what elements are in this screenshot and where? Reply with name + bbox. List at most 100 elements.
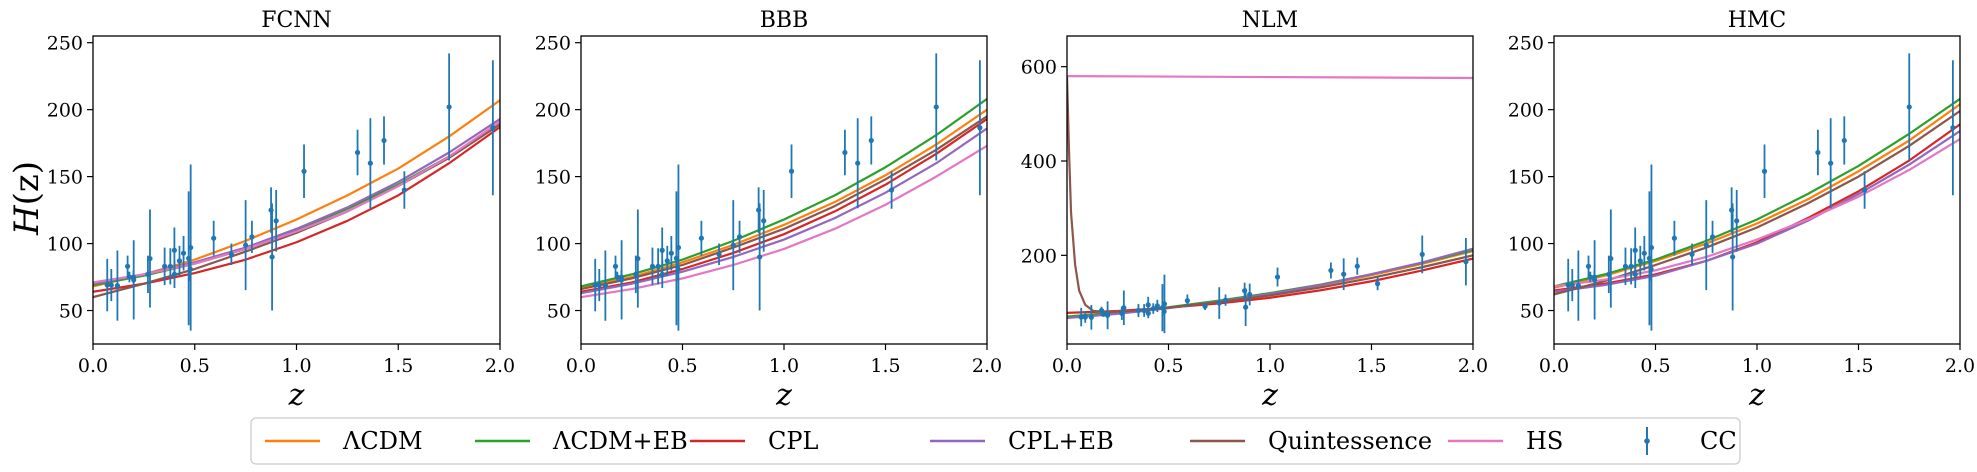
cc-data-point [490, 60, 496, 196]
cc-data-point [176, 245, 183, 276]
series-line-quintessence [1067, 76, 1473, 314]
legend-label: HS [1526, 427, 1563, 455]
cc-data-point [1141, 304, 1147, 317]
cc-data-point [1585, 255, 1592, 278]
cc-data-point [736, 220, 743, 253]
cc-data-point [1184, 294, 1190, 307]
cc-data-point [1815, 129, 1821, 176]
panel-title: BBB [760, 8, 809, 33]
panel-hmc: HMC 0.0 0.5 1.0 1.5 2.0 50 100 150 200 250 z [1508, 8, 1975, 413]
series-line-cpl [581, 118, 987, 293]
cc-data-point [1703, 200, 1709, 291]
cc-data-point [635, 209, 641, 308]
cc-data-point [664, 245, 670, 276]
y-axis-label: H(z) [7, 161, 47, 236]
y-tick-label: 250 [47, 33, 83, 55]
cc-data-point [1641, 235, 1647, 271]
x-tick-label: 0.0 [1539, 355, 1569, 377]
cc-data-point [977, 60, 983, 196]
cc-data-point [612, 255, 619, 278]
y-tick-label: 250 [1508, 33, 1544, 55]
cc-data-point [1374, 277, 1381, 291]
panel-title: HMC [1728, 8, 1787, 33]
x-axis-label: z [775, 378, 792, 413]
axes-frame [580, 35, 988, 345]
x-tick-label: 2.0 [485, 355, 515, 377]
cc-data-point [367, 118, 373, 209]
cc-data-point [131, 240, 137, 320]
cc-data-point [1150, 303, 1156, 314]
cc-data-point [228, 243, 234, 265]
y-tick-label: 100 [1508, 234, 1544, 256]
legend-label: Quintessence [1268, 427, 1432, 455]
series-line-quintessence [1554, 110, 1960, 296]
cc-data-point [933, 53, 939, 161]
y-tick-label: 150 [535, 167, 571, 189]
series-line-cdm [1067, 250, 1473, 319]
x-axis-label: z [288, 378, 305, 413]
x-tick-label: 1.5 [1356, 355, 1386, 377]
legend-item-quintessence: Quintessence [1190, 427, 1432, 455]
cc-data-point [1565, 258, 1571, 312]
cc-data-point [211, 220, 217, 256]
series-line-cpl [1554, 123, 1960, 292]
cc-data-point [1082, 311, 1088, 323]
axes-frame [1553, 35, 1961, 345]
x-tick-label: 2.0 [972, 355, 1002, 377]
cc-data-point [1608, 209, 1614, 308]
cc-data-point [1222, 294, 1229, 306]
cc-data-point [1354, 257, 1360, 275]
legend-item-cc: CC [1644, 427, 1737, 455]
cc-data-point [1622, 247, 1629, 286]
legend-label: ΛCDM+EB [552, 427, 688, 455]
cc-data-point [1628, 248, 1634, 285]
x-tick-label: 1.0 [769, 355, 799, 377]
x-tick-label: 1.0 [1742, 355, 1772, 377]
panel-title: NLM [1242, 8, 1298, 33]
cc-data-point [1463, 237, 1469, 286]
cc-data-point [1121, 290, 1127, 326]
y-tick-label: 50 [547, 301, 571, 323]
cc-data-point [1202, 302, 1208, 311]
series-line-cpl-plus-eb [1554, 130, 1960, 293]
cc-data-point [668, 235, 674, 271]
y-tick-label: 200 [535, 100, 571, 122]
panel-bbb: BBB 0.0 0.5 1.0 1.5 2.0 50 100 150 200 250 z [535, 8, 1002, 413]
cc-data-point [1950, 60, 1956, 196]
x-tick-label: 0.5 [1153, 355, 1183, 377]
x-tick-label: 1.0 [281, 355, 311, 377]
cc-data-point [108, 269, 114, 302]
cc-data-point [675, 164, 682, 331]
cc-data-point [1592, 240, 1598, 320]
series-line-cdm-plus-eb [1554, 98, 1960, 288]
series-line-cpl-plus-eb [581, 127, 987, 295]
axes-frame [1066, 35, 1474, 345]
axes-frame [92, 35, 501, 345]
cc-data-point [649, 247, 656, 286]
cc-data-point [162, 247, 168, 286]
cc-data-point [1161, 274, 1168, 334]
cc-data-point [114, 250, 121, 321]
series-line-hs [93, 120, 500, 284]
cc-data-point [614, 271, 620, 283]
x-tick-label: 0.0 [78, 355, 108, 377]
y-tick-label: 50 [1520, 301, 1544, 323]
cc-data-point [1761, 144, 1768, 199]
legend-item-cdm-plus-eb: ΛCDM+EB [475, 427, 688, 455]
y-tick-label: 50 [59, 301, 83, 323]
series-line-quintessence [581, 115, 987, 291]
y-tick-label: 400 [1021, 151, 1057, 173]
series-line-cdm [581, 108, 987, 289]
legend-label: ΛCDM [342, 427, 423, 455]
cc-data-point [761, 190, 767, 252]
series-line-cdm-plus-eb [93, 122, 500, 287]
cc-data-point [1154, 299, 1160, 312]
cc-data-point [1709, 220, 1716, 253]
cc-data-point [1105, 301, 1111, 330]
cc-data-point [1828, 118, 1834, 209]
x-tick-label: 1.5 [870, 355, 900, 377]
cc-data-point [1328, 262, 1334, 279]
cc-data-point [301, 144, 307, 199]
cc-data-point [698, 220, 704, 256]
